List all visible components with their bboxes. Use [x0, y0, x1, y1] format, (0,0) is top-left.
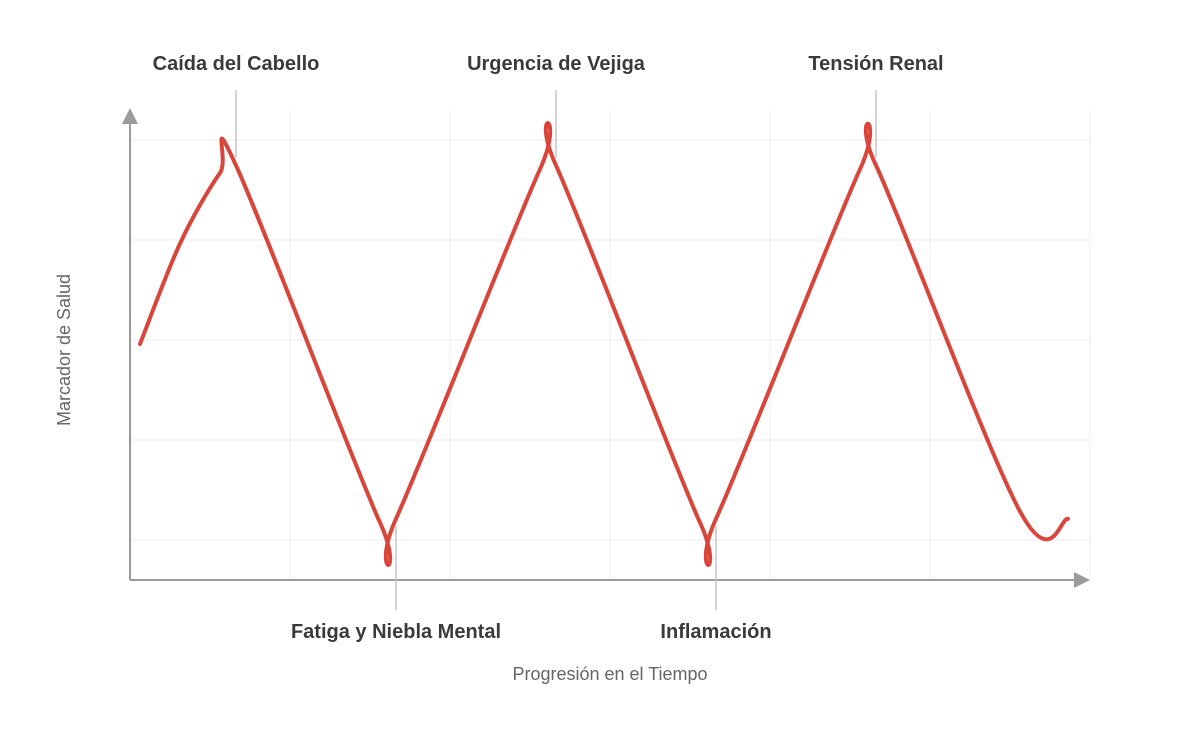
series-line [138, 121, 1070, 567]
annotations: Caída del Cabello Fatiga y Niebla Mental U… [153, 53, 944, 643]
peak-label: Caída del Cabello [153, 53, 320, 75]
trough-label: Inflamación [660, 621, 771, 643]
trough-label: Fatiga y Niebla Mental [291, 621, 501, 643]
y-axis-label: Marcador de Salud [54, 274, 74, 426]
grid [130, 110, 1091, 580]
y-axis-arrow-icon [122, 108, 138, 124]
peak-label: Tensión Renal [808, 53, 943, 75]
axes [122, 108, 1090, 588]
peak-label: Urgencia de Vejiga [467, 53, 646, 75]
leader-lines [235, 90, 877, 610]
x-axis-label: Progresión en el Tiempo [512, 664, 707, 684]
x-axis-arrow-icon [1074, 572, 1090, 588]
